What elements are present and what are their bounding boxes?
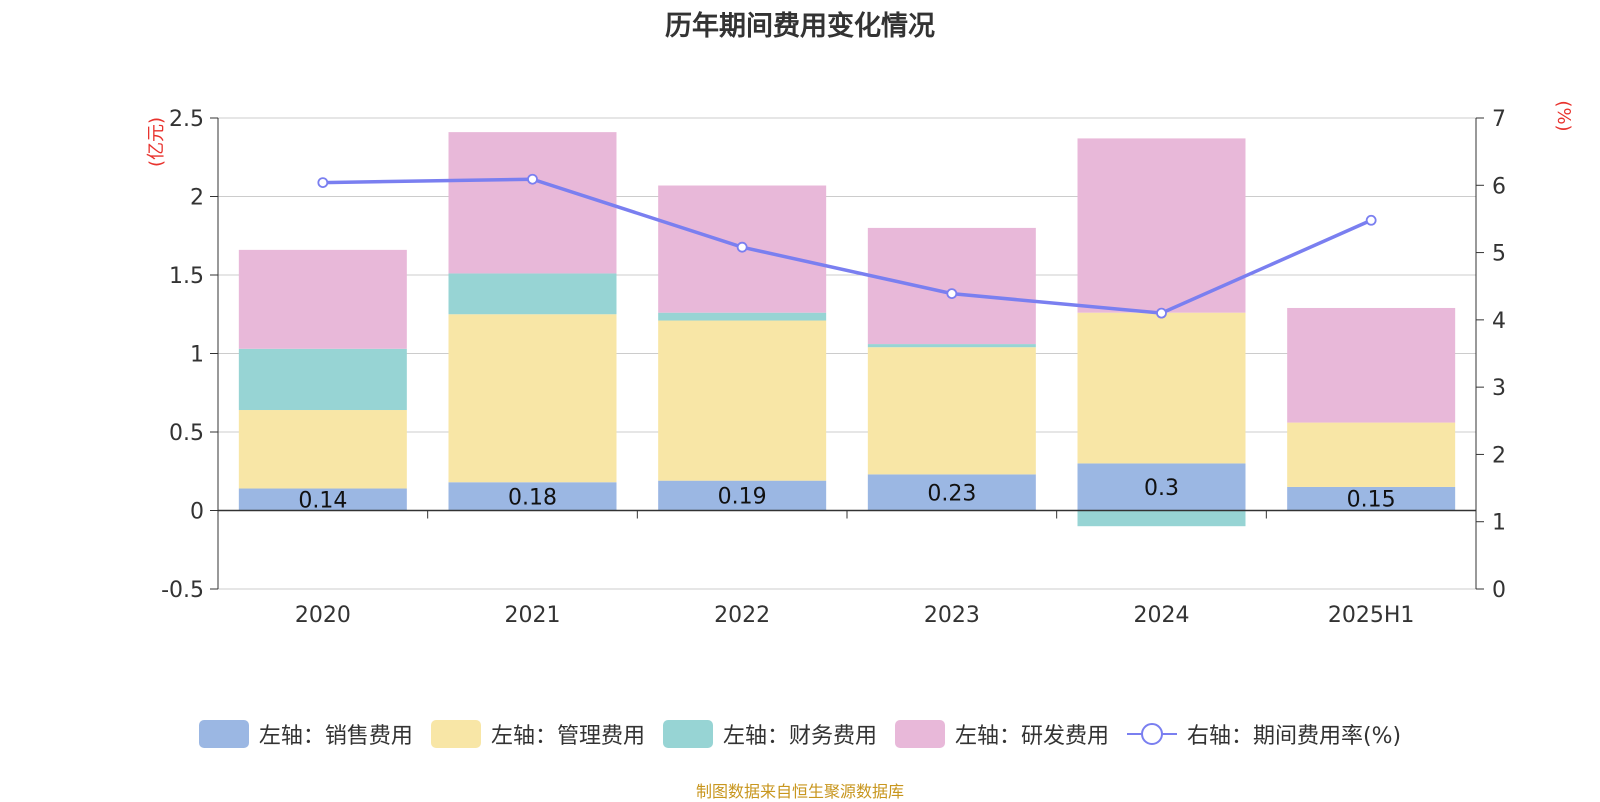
x-tick-label: 2022 [714,603,770,628]
bar-segment [448,273,617,315]
x-tick-label: 2020 [295,603,351,628]
legend-label-rate: 右轴：期间费用率(%) [1186,724,1402,749]
bar-segment [238,348,407,411]
rate-point [1156,307,1167,319]
rate-point [317,177,329,188]
bar-segment [1287,422,1456,487]
legend-line-rate-icon [1126,723,1177,745]
rate-point [527,173,538,185]
legend-swatch-sales [198,720,249,748]
legend-item-rd[interactable]: 左轴：研发费用 [894,718,1109,750]
right-tick-label: 2 [1492,443,1506,468]
x-tick-label: 2023 [924,603,980,628]
right-tick-label: 7 [1492,107,1506,132]
right-tick-label: 6 [1492,174,1506,199]
bar-segment [448,482,617,511]
bar-segment [448,314,617,483]
legend-swatch-admin [430,720,481,748]
bar-segment [867,227,1036,345]
right-axis-label: (%) [1553,100,1574,131]
source-note: 制图数据来自恒生聚源数据库 [695,782,904,801]
bar-segment [238,410,407,489]
left-tick-label: 2.5 [169,107,204,132]
left-tick-label: 1 [190,343,204,368]
x-tick-label: 2024 [1134,603,1190,628]
legend-item-sales[interactable]: 左轴：销售费用 [198,718,413,750]
right-tick-label: 4 [1492,309,1506,334]
legend-label-rd: 左轴：研发费用 [954,724,1109,749]
bar-segment [867,474,1036,511]
bar-segment [867,347,1036,475]
bar-segment [1287,486,1456,511]
bar-segment [658,320,827,481]
left-tick-label: 0.5 [169,421,204,446]
right-tick-label: 5 [1492,242,1506,267]
bar-segment [1077,510,1246,527]
left-tick-label: 0 [190,500,204,525]
bar-segment [658,312,827,321]
legend-item-finance[interactable]: 左轴：财务费用 [662,718,877,750]
rate-point [736,241,748,253]
bar-segment [867,344,1036,348]
data-label: 0.3 [1144,476,1179,501]
data-label: 0.18 [508,485,557,510]
legend-label-admin: 左轴：管理费用 [490,724,645,749]
x-tick-label: 2021 [505,603,561,628]
left-tick-label: 1.5 [169,264,204,289]
chart-legend: 左轴：销售费用 左轴：管理费用 左轴：财务费用 左轴：研发费用 右轴：期间费用率… [0,718,1600,750]
rate-point [946,288,958,300]
legend-swatch-rd [894,720,945,748]
data-label: 0.23 [927,481,976,506]
bar-segment [238,488,407,511]
right-tick-label: 1 [1492,511,1506,536]
bar-segment [238,249,407,349]
rate-line [322,177,1372,315]
right-tick-label: 0 [1492,578,1506,603]
left-axis-label: (亿元) [146,117,167,167]
bar-segment [1287,307,1456,423]
left-tick-label: 2 [190,186,204,211]
bar-segment [1077,138,1246,313]
rate-point [1365,214,1377,226]
legend-item-admin[interactable]: 左轴：管理费用 [430,718,645,750]
data-label: 0.15 [1347,488,1396,513]
x-tick-label: 2025H1 [1328,603,1415,628]
data-label: 0.19 [718,485,767,510]
left-tick-label: -0.5 [161,578,204,603]
legend-item-rate[interactable]: 右轴：期间费用率(%) [1126,718,1402,750]
bar-segment [448,132,617,274]
legend-label-finance: 左轴：财务费用 [722,724,877,749]
bar-segment [658,480,827,511]
bar-segment [1077,463,1246,511]
data-label: 0.14 [298,489,347,514]
legend-swatch-finance [662,720,713,748]
chart-title: 历年期间费用变化情况 [665,11,935,42]
legend-label-sales: 左轴：销售费用 [258,724,413,749]
bar-segment [1077,312,1246,464]
right-tick-label: 3 [1492,376,1506,401]
